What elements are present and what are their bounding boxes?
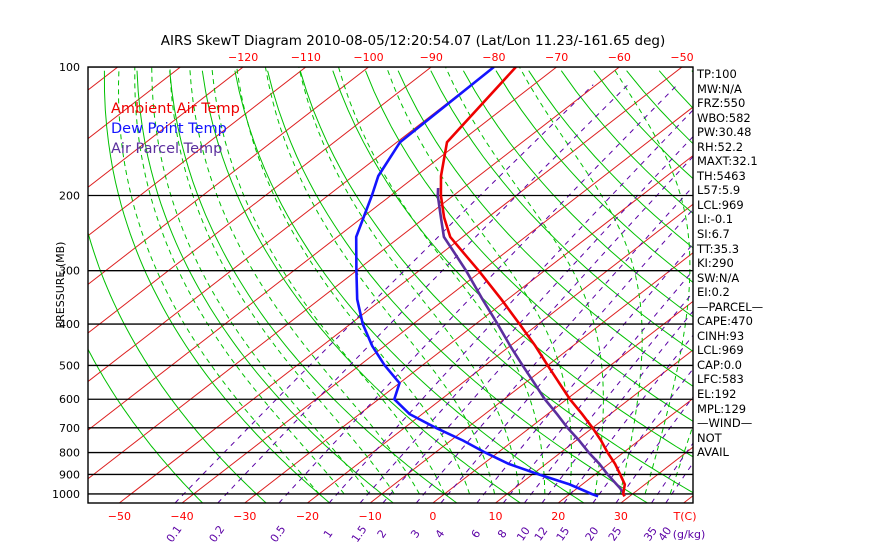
top-temp-tick-label: −110 xyxy=(291,51,321,64)
mixing-ratio-tick-label: 6 xyxy=(469,527,484,540)
parameter-item: —PARCEL— xyxy=(697,299,764,314)
pressure-tick-label: 400 xyxy=(59,318,80,331)
parameter-item: MPL:129 xyxy=(697,401,747,416)
parameter-item: WBO:582 xyxy=(697,110,751,125)
mixing-ratio-tick-label: 0.5 xyxy=(268,523,289,545)
page-title: AIRS SkewT Diagram 2010-08-05/12:20:54.0… xyxy=(160,33,666,49)
parameter-item: L57:5.9 xyxy=(697,183,741,198)
mixing-ratio-tick-label: 25 xyxy=(606,525,625,544)
parameter-item: LCL:969 xyxy=(697,343,744,358)
pressure-tick-label: 600 xyxy=(59,393,80,406)
parameter-item: MAXT:32.1 xyxy=(697,154,758,169)
bottom-temp-tick-label: −50 xyxy=(108,510,131,523)
parameter-item: RH:52.2 xyxy=(697,139,744,154)
mixing-ratio-tick-label: 2 xyxy=(375,527,390,540)
x-axis-temp-title: T(C) xyxy=(673,510,697,523)
pressure-tick-label: 1000 xyxy=(52,488,80,501)
pressure-tick-label: 300 xyxy=(59,265,80,278)
parameter-item: CAPE:470 xyxy=(697,314,753,329)
parameter-item: PW:30.48 xyxy=(697,125,752,140)
parameter-item: CINH:93 xyxy=(697,328,745,343)
parameter-item: CAP:0.0 xyxy=(697,357,742,372)
legend-ambient-air-temp: Ambient Air Temp xyxy=(111,101,240,117)
mixing-ratio-tick-label: 12 xyxy=(532,525,551,544)
parameter-item: MW:N/A xyxy=(697,81,742,96)
pressure-tick-label: 500 xyxy=(59,359,80,372)
mixing-ratio-tick-label: 10 xyxy=(514,525,533,544)
parameter-item: LFC:583 xyxy=(697,372,744,387)
bottom-temp-tick-label: −20 xyxy=(296,510,319,523)
legend-dew-point-temp: Dew Point Temp xyxy=(111,121,227,137)
parameter-item: TT:35.3 xyxy=(697,241,740,256)
top-temp-tick-label: −100 xyxy=(353,51,383,64)
mixing-ratio-tick-label: 20 xyxy=(583,525,602,544)
bottom-temp-tick-label: −10 xyxy=(359,510,382,523)
mixing-ratio-tick-label: 1.5 xyxy=(349,523,370,545)
mixing-ratio-tick-label: 0.2 xyxy=(207,523,228,545)
bottom-temp-tick-label: 0 xyxy=(429,510,436,523)
bottom-temp-tick-label: 10 xyxy=(489,510,503,523)
mixing-ratio-tick-label: 0.1 xyxy=(164,523,185,545)
parameter-item: AVAIL xyxy=(697,445,729,460)
parameter-item: TH:5463 xyxy=(697,168,746,183)
top-temp-tick-label: −70 xyxy=(545,51,568,64)
parameter-item: KI:290 xyxy=(697,256,734,271)
parameter-item: SW:N/A xyxy=(697,270,740,285)
sounding-parameters-panel: TP:100 MW:N/A FRZ:550 WBO:582 PW:30.48 RH:52.… xyxy=(697,67,817,460)
top-temp-tick-label: −50 xyxy=(670,51,693,64)
top-temp-tick-label: −60 xyxy=(608,51,631,64)
top-temp-tick-label: −90 xyxy=(420,51,443,64)
mixing-ratio-tick-label: 40 xyxy=(656,525,675,544)
mixing-ratio-tick-label: 4 xyxy=(433,527,448,540)
parameter-item: —WIND— xyxy=(697,416,753,431)
top-temp-tick-label: −80 xyxy=(482,51,505,64)
parameter-item: NOT xyxy=(697,430,722,445)
top-temp-tick-label: −120 xyxy=(228,51,258,64)
parameter-item: LCL:969 xyxy=(697,197,744,212)
parameter-item: EL:192 xyxy=(697,387,737,402)
mixing-ratio-tick-label: 1 xyxy=(321,527,336,540)
parameter-item: EI:0.2 xyxy=(697,285,730,300)
pressure-tick-label: 800 xyxy=(59,447,80,460)
pressure-tick-label: 100 xyxy=(59,61,80,74)
bottom-temp-tick-label: 20 xyxy=(551,510,565,523)
parameter-item: SI:6.7 xyxy=(697,227,730,242)
pressure-tick-label: 200 xyxy=(59,190,80,203)
mixing-ratio-tick-label: 8 xyxy=(495,527,510,540)
bottom-temp-tick-label: −40 xyxy=(170,510,193,523)
pressure-tick-label: 700 xyxy=(59,422,80,435)
mixing-ratio-tick-label: 3 xyxy=(408,527,423,540)
parameter-item: FRZ:550 xyxy=(697,96,746,111)
mixing-ratio-tick-label: 15 xyxy=(554,525,573,544)
bottom-temp-tick-label: −30 xyxy=(233,510,256,523)
parameter-item: TP:100 xyxy=(697,67,737,81)
pressure-tick-label: 900 xyxy=(59,468,80,481)
legend-air-parcel-temp: Air Parcel Temp xyxy=(111,141,223,157)
bottom-temp-tick-label: 30 xyxy=(614,510,628,523)
x-axis-mixing-title: (g/kg) xyxy=(673,528,706,541)
y-axis-title: PRESSURE (MB) xyxy=(54,242,67,329)
parameter-item: LI:-0.1 xyxy=(697,212,734,227)
